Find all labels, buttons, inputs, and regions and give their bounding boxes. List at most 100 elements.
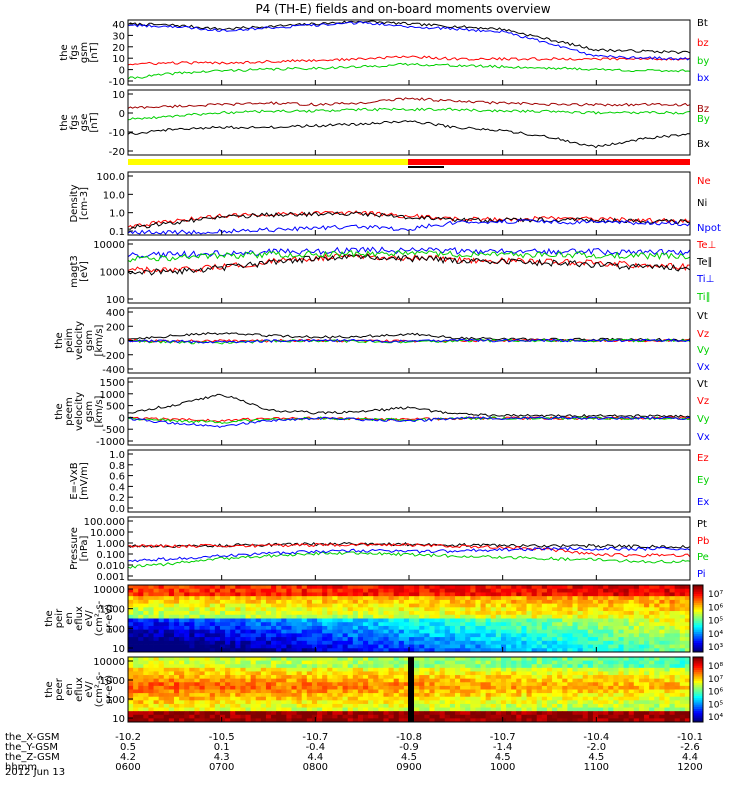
spectrogram-cell (230, 714, 236, 719)
spectrogram-cell (347, 637, 354, 642)
spectrogram-cell (128, 596, 134, 601)
spectrogram-cell (133, 682, 139, 687)
spectrogram-cell (306, 711, 313, 716)
spectrogram-cell (659, 711, 665, 716)
spectrogram-cell (240, 607, 246, 612)
spectrogram-cell (669, 664, 676, 669)
spectrogram-cell (582, 707, 589, 712)
spectrogram-cell (138, 696, 144, 701)
spectrogram-cell (541, 640, 548, 645)
spectrogram-cell (526, 696, 533, 701)
spectrogram-cell (163, 696, 170, 701)
spectrogram-cell (608, 596, 614, 601)
spectrogram-cell (373, 718, 379, 723)
x-axis-value: -10.1 (677, 732, 703, 743)
spectrogram-cell (454, 664, 461, 669)
spectrogram-cell (623, 664, 630, 669)
spectrogram-cell (613, 664, 619, 669)
y-tick-label-fgs_gsm: 30 (112, 31, 125, 42)
spectrogram-cell (613, 633, 619, 638)
spectrogram-cell (368, 640, 374, 645)
spectrogram-cell (684, 640, 691, 645)
spectrogram-cell (628, 644, 635, 649)
spectrogram-cell (557, 660, 563, 665)
spectrogram-cell (465, 614, 471, 619)
spectrogram-cell (138, 596, 144, 601)
spectrogram-cell (429, 685, 435, 690)
spectrogram-cell (322, 618, 328, 623)
spectrogram-cell (158, 596, 165, 601)
colorbar-step (693, 678, 703, 682)
spectrogram-cell (679, 711, 686, 716)
spectrogram-cell (552, 592, 558, 597)
spectrogram-cell (209, 718, 216, 723)
spectrogram-cell (603, 678, 609, 683)
spectrogram-cell (531, 592, 538, 597)
spectrogram-cell (368, 588, 374, 593)
spectrogram-cell (296, 671, 303, 676)
x-axis-value: 4.5 (495, 752, 511, 763)
spectrogram-cell (194, 607, 200, 612)
spectrogram-cell (460, 707, 466, 712)
spectrogram-cell (168, 685, 175, 690)
spectrogram-cell (363, 714, 369, 719)
spectrogram-cell (332, 703, 338, 708)
spectrogram-cell (163, 625, 170, 631)
spectrogram-cell (133, 660, 139, 665)
spectrogram-cell (128, 622, 134, 627)
spectrogram-cell (332, 682, 338, 687)
spectrogram-cell (368, 664, 374, 669)
spectrogram-cell (281, 599, 287, 605)
spectrogram-cell (598, 700, 604, 705)
spectrogram-cell (541, 622, 548, 627)
y-tick-label-ion_spectrogram: 1000 (100, 605, 125, 616)
spectrogram-cell (669, 675, 676, 680)
spectrogram-cell (322, 707, 328, 712)
spectrogram-cell (398, 700, 405, 705)
spectrogram-cell (403, 588, 410, 593)
spectrogram-cell (383, 682, 389, 687)
spectrogram-cell (638, 637, 645, 642)
spectrogram-cell (409, 640, 415, 645)
spectrogram-cell (684, 682, 691, 687)
spectrogram-cell (618, 700, 624, 705)
spectrogram-cell (541, 664, 548, 669)
spectrogram-cell (475, 675, 481, 680)
spectrogram-cell (608, 607, 614, 612)
spectrogram-cell (332, 660, 338, 665)
spectrogram-cell (633, 667, 640, 672)
spectrogram-cell (439, 607, 446, 612)
spectrogram-cell (603, 675, 609, 680)
spectrogram-cell (424, 678, 430, 683)
spectrogram-cell (250, 693, 257, 698)
spectrogram-cell (337, 682, 343, 687)
spectrogram-cell (557, 700, 563, 705)
spectrogram-cell (373, 596, 379, 601)
spectrogram-cell (633, 682, 640, 687)
spectrogram-cell (587, 640, 594, 645)
spectrogram-cell (260, 703, 267, 708)
spectrogram-cell (383, 660, 389, 665)
spectrogram-cell (536, 599, 543, 605)
spectrogram-cell (230, 671, 236, 676)
spectrogram-cell (495, 660, 502, 665)
spectrogram-cell (388, 664, 395, 669)
spectrogram-cell (577, 622, 584, 627)
spectrogram-cell (260, 707, 267, 712)
spectrogram-cell (296, 622, 303, 627)
spectrogram-cell (363, 675, 369, 680)
spectrogram-cell (240, 644, 246, 649)
spectrogram-cell (204, 667, 211, 672)
spectrogram-cell (526, 611, 533, 616)
spectrogram-cell (582, 596, 589, 601)
spectrogram-cell (260, 625, 267, 631)
spectrogram-cell (296, 596, 303, 601)
spectrogram-cell (398, 633, 405, 638)
spectrogram-cell (449, 611, 456, 616)
spectrogram-cell (209, 592, 216, 597)
spectrogram-cell (465, 611, 471, 616)
spectrogram-cell (143, 657, 149, 662)
spectrogram-cell (317, 629, 323, 634)
spectrogram-cell (649, 703, 655, 708)
